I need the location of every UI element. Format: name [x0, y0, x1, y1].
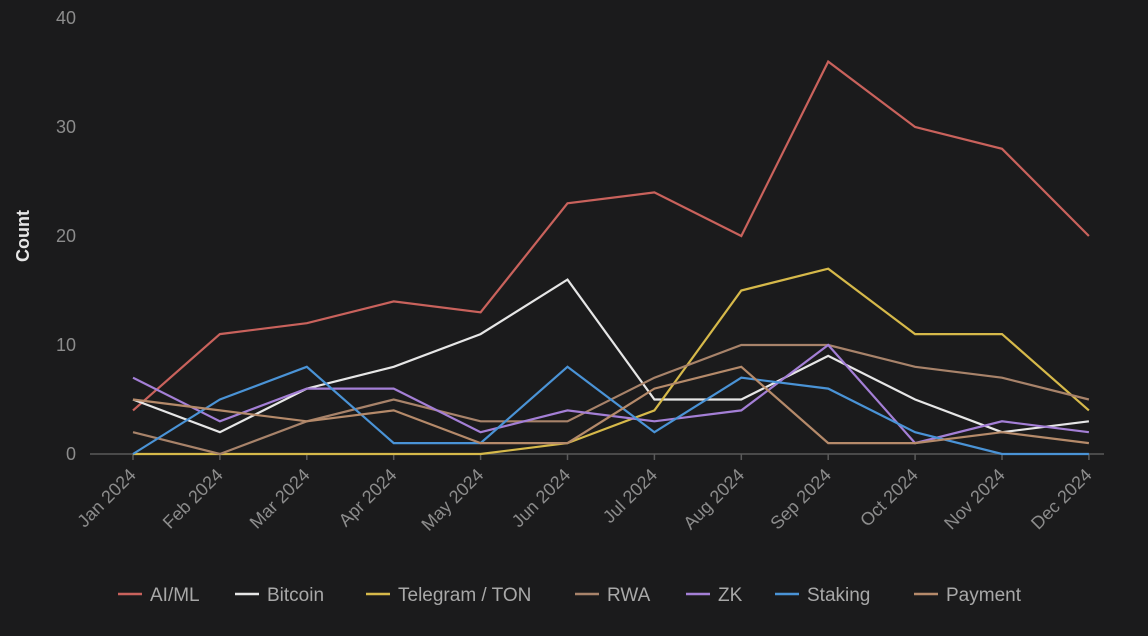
x-tick-label: Nov 2024: [940, 465, 1009, 534]
y-tick-label: 10: [56, 335, 76, 355]
x-tick-label: Dec 2024: [1027, 465, 1096, 534]
x-tick-label: Jul 2024: [599, 465, 661, 527]
y-axis-title: Count: [13, 210, 33, 262]
legend-label: Payment: [946, 585, 1022, 606]
legend-label: Staking: [807, 585, 870, 606]
y-tick-label: 40: [56, 8, 76, 28]
x-tick-label: Jan 2024: [73, 465, 140, 532]
y-tick-label: 20: [56, 226, 76, 246]
x-tick-label: Sep 2024: [766, 465, 835, 534]
y-tick-label: 30: [56, 117, 76, 137]
legend-label: AI/ML: [150, 585, 200, 606]
legend: AI/ML Bitcoin Telegram / TON RWA ZK Staking Pa…: [118, 585, 1022, 606]
legend-label: RWA: [607, 585, 651, 606]
series-line-payment: [132, 365, 1090, 445]
legend-label: Telegram / TON: [398, 585, 531, 606]
x-tick-label: Apr 2024: [335, 465, 401, 531]
legend-item-bitcoin: Bitcoin: [235, 585, 324, 606]
x-tick-label: Aug 2024: [679, 465, 748, 534]
legend-item-zk: ZK: [686, 585, 743, 606]
x-tick-label: Jun 2024: [508, 465, 575, 532]
legend-item-staking: Staking: [775, 585, 870, 606]
series-line-ai-ml: [132, 59, 1090, 412]
x-axis-ticks: Jan 2024 Feb 2024 Mar 2024 Apr 2024 May 2024…: [73, 454, 1096, 535]
x-tick-label: Mar 2024: [246, 465, 314, 533]
x-tick-label: Feb 2024: [159, 465, 227, 533]
x-tick-label: Oct 2024: [856, 465, 922, 531]
y-tick-label: 0: [66, 444, 76, 464]
legend-item-telegram-ton: Telegram / TON: [366, 585, 531, 606]
series-line-staking: [132, 365, 1089, 456]
legend-item-payment: Payment: [914, 585, 1022, 606]
legend-label: Bitcoin: [267, 585, 324, 606]
series-line-bitcoin: [132, 278, 1090, 434]
legend-item-ai-ml: AI/ML: [118, 585, 200, 606]
series-lines: [132, 59, 1090, 456]
x-tick-label: May 2024: [417, 465, 487, 535]
legend-label: ZK: [718, 585, 743, 606]
series-line-telegram-ton: [133, 267, 1090, 456]
y-axis-ticks: 0 10 20 30 40: [56, 8, 76, 464]
legend-item-rwa: RWA: [575, 585, 651, 606]
series-line-zk: [132, 343, 1090, 445]
